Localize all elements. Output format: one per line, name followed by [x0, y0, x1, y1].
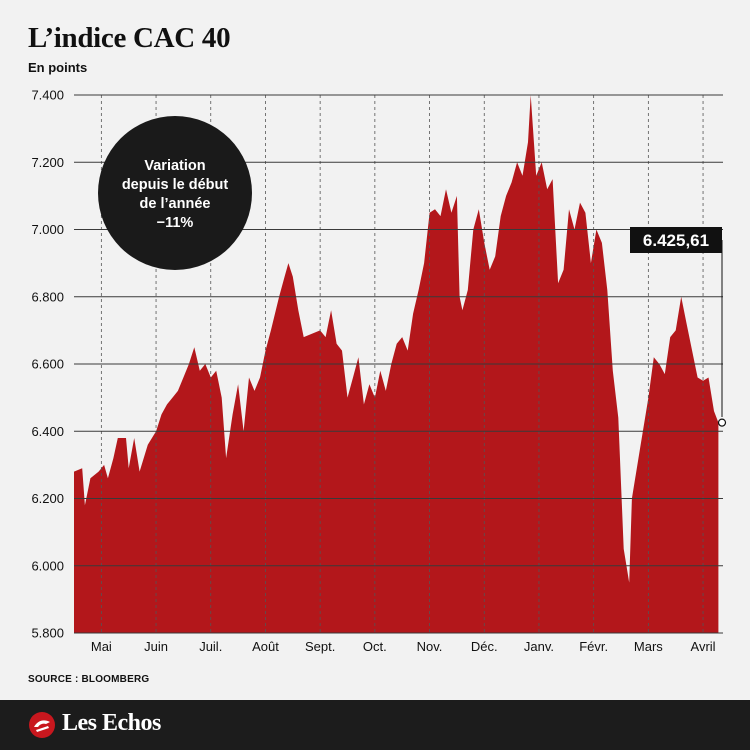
x-tick-label: Mars — [634, 639, 663, 654]
x-tick-label: Nov. — [417, 639, 443, 654]
chart-title: L’indice CAC 40 — [28, 22, 231, 54]
last-value-box — [630, 227, 722, 253]
x-tick-label: Mai — [91, 639, 112, 654]
last-value-marker — [717, 418, 727, 427]
x-tick-label: Juin — [144, 639, 168, 654]
annotation-circle — [98, 116, 252, 270]
annotation-line-4: −11% — [157, 215, 194, 231]
x-tick-label: Avril — [691, 639, 716, 654]
les-echos-logo-icon — [29, 712, 55, 738]
y-tick-label: 6.400 — [31, 424, 64, 439]
y-tick-label: 5.800 — [31, 626, 64, 641]
last-value-label: 6.425,61 — [643, 231, 709, 250]
brand-name: Les Echos — [62, 710, 161, 736]
y-tick-label: 7.400 — [31, 88, 64, 103]
annotation-line-2: depuis le début — [122, 177, 229, 193]
x-tick-label: Oct. — [363, 639, 387, 654]
y-tick-label: 6.000 — [31, 558, 64, 573]
last-value-callout: 6.425,61 — [630, 227, 727, 427]
footer-bar: Les Echos — [0, 700, 750, 750]
x-tick-label: Juil. — [199, 639, 222, 654]
annotation-line-1: Variation — [144, 158, 205, 174]
x-tick-label: Févr. — [579, 639, 608, 654]
y-tick-label: 6.200 — [31, 491, 64, 506]
annotation-bubble: Variation depuis le début de l’année −11… — [98, 116, 252, 270]
y-tick-label: 6.600 — [31, 357, 64, 372]
chart-subtitle: En points — [28, 60, 88, 75]
x-tick-label: Sept. — [305, 639, 335, 654]
source-note: SOURCE : BLOOMBERG — [28, 674, 150, 685]
x-tick-label: Déc. — [471, 639, 498, 654]
annotation-line-3: de l’année — [140, 196, 211, 212]
chart-svg: 5.800 6.000 6.200 6.400 6.600 6.800 7.000 7.200… — [31, 88, 727, 654]
y-tick-label: 7.000 — [31, 222, 64, 237]
y-tick-label: 6.800 — [31, 289, 64, 304]
y-tick-label: 7.200 — [31, 155, 64, 170]
x-tick-label: Août — [252, 639, 279, 654]
x-tick-label: Janv. — [524, 639, 554, 654]
